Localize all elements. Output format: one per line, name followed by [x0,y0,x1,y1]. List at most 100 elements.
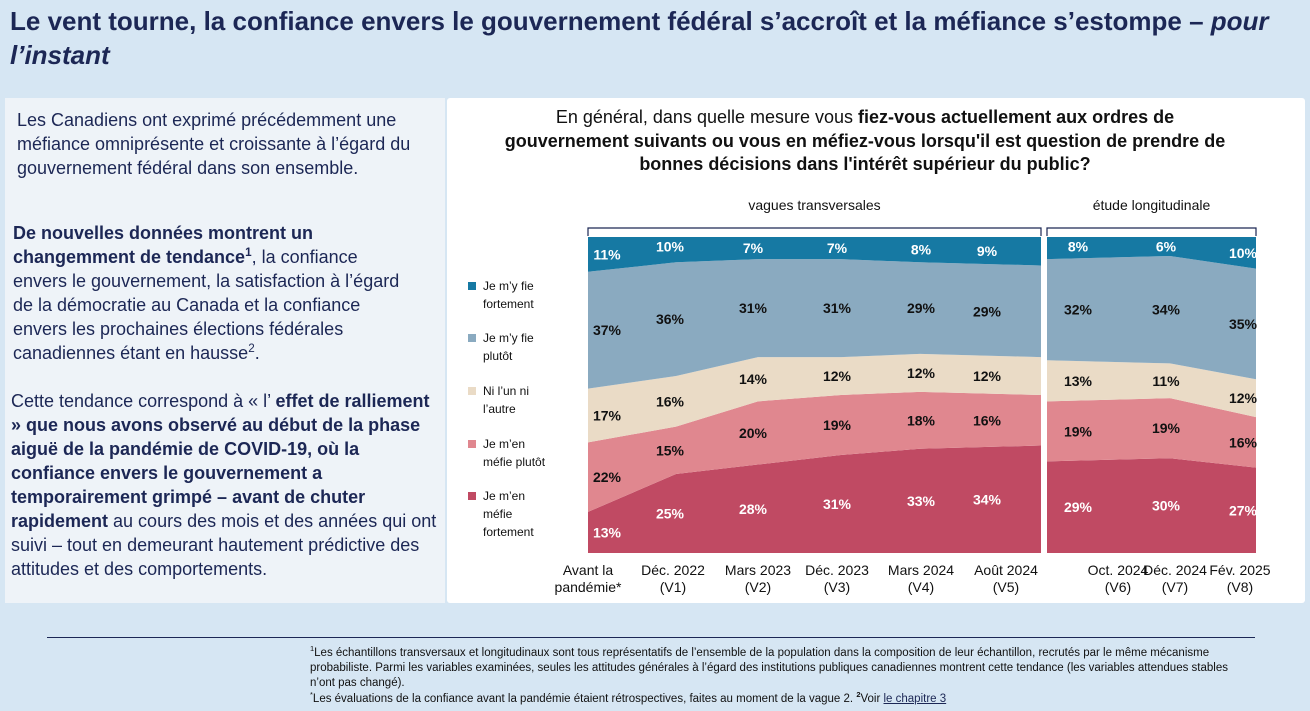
group-label: vagues transversales [748,197,880,213]
x-tick-line: Avant la [562,562,614,578]
value-label: 29% [1064,499,1093,515]
text-run: Les échantillons transversaux et longitu… [310,647,1228,689]
value-label: 34% [1152,302,1181,318]
value-label: 12% [973,368,1002,384]
text-run: En général, dans quelle mesure vous [555,107,859,127]
text-run: pour l’instant [10,6,1269,70]
text-run: . [254,343,260,363]
chart-question: En général, dans quelle mesure vous fiez… [495,106,1235,177]
x-tick-line: Août 2024 [974,562,1038,578]
legend-label: Je m’en méfie plutôt [483,437,546,469]
footnote: *Les évaluations de la confiance avant l… [310,690,1230,707]
text-run: 1 [310,644,315,654]
x-tick-label: Avant la pandémie* [540,562,636,596]
x-tick-line: Déc. 2023 [805,562,869,578]
value-label: 8% [911,242,932,258]
value-label: 31% [823,300,852,316]
footnote-rule [47,637,1255,638]
text-run: au cours des mois et des années qui ont … [11,511,437,579]
value-label: 31% [823,496,852,512]
value-label: 22% [593,469,622,485]
text-run: 1 [245,246,252,259]
area-segment [588,237,1041,272]
text-run: , la confiance envers le gouvernement, l… [13,247,400,363]
panel [1047,237,1256,553]
value-label: 31% [739,300,768,316]
value-label: 7% [743,240,764,256]
text-run: Le vent tourne, la confiance envers le g… [10,6,1211,36]
legend-swatch [468,387,476,395]
value-label: 34% [973,491,1002,507]
value-label: 36% [656,311,685,327]
value-label: 29% [907,300,936,316]
legend-label: Ni l’un ni l’autre [483,384,530,416]
text-panel [5,98,445,603]
area-segment [1047,458,1256,553]
value-label: 19% [1152,420,1181,436]
value-label: 8% [1068,238,1089,254]
area-segment [588,445,1041,553]
value-label: 7% [827,240,848,256]
text-run: 2 [248,342,255,355]
value-label: 11% [593,246,621,262]
paragraph: Les Canadiens ont exprimé précédemment u… [17,108,417,180]
panel [588,237,1041,553]
x-tick-label: Déc. 2022 (V1) [625,562,721,596]
legend-swatch [468,282,476,290]
value-label: 10% [1229,245,1258,261]
value-label: 16% [1229,434,1258,450]
value-label: 12% [1229,390,1258,406]
text-run: 2 [856,690,861,700]
x-tick-label: Oct. 2024 (V6) [1070,562,1166,596]
value-label: 25% [656,506,685,522]
slide-title: Le vent tourne, la confiance envers le g… [10,4,1300,72]
value-label: 37% [593,322,622,338]
value-label: 19% [1064,423,1093,439]
value-label: 18% [907,412,936,428]
value-label: 16% [973,412,1002,428]
area-segment [588,391,1041,512]
value-label: 35% [1229,316,1258,332]
x-tick-line: Mars 2023 [724,562,792,578]
area-segment [1047,398,1256,468]
value-label: 33% [907,493,936,509]
x-tick-line: (V5) [992,579,1020,595]
value-label: 13% [1064,373,1093,389]
group-bracket [587,227,1042,236]
legend-swatch [468,334,476,342]
value-label: 15% [656,442,685,458]
x-tick-label: Déc. 2023 (V3) [789,562,885,596]
value-label: 29% [973,303,1002,319]
x-tick-line: (V1) [659,579,687,595]
paragraph: Cette tendance correspond à « l’ effet d… [11,389,441,581]
text-run: De nouvelles données montrent un changem… [13,223,314,267]
legend-label: Je m’en méfie fortement [483,489,534,539]
legend-label: Je m’y fie plutôt [483,331,534,363]
value-label: 20% [739,425,768,441]
text-run: Voir [860,693,884,705]
link[interactable]: le chapitre 3 [883,693,947,705]
paragraph: De nouvelles données montrent un changem… [13,221,413,365]
value-label: 30% [1152,498,1181,514]
x-tick-line: Déc. 2022 [641,562,705,578]
area-segment [1047,237,1256,269]
value-label: 6% [1156,238,1177,254]
x-tick-label: Déc. 2024 (V7) [1127,562,1223,596]
value-label: 16% [656,393,685,409]
value-label: 10% [656,238,685,254]
x-tick-label: Mars 2024 (V4) [873,562,969,596]
x-tick-line: Fév. 2025 [1209,562,1271,578]
group-label: étude longitudinale [1093,197,1211,213]
text-run: * [310,690,313,700]
value-label: 28% [739,501,768,517]
value-label: 27% [1229,502,1258,518]
x-tick-label: Fév. 2025 (V8) [1192,562,1288,596]
value-label: 14% [739,371,768,387]
x-tick-line: pandémie* [554,579,622,595]
x-tick-line: (V7) [1161,579,1189,595]
x-tick-line: (V8) [1226,579,1254,595]
x-tick-line: Oct. 2024 [1087,562,1149,578]
x-tick-line: (V6) [1104,579,1132,595]
